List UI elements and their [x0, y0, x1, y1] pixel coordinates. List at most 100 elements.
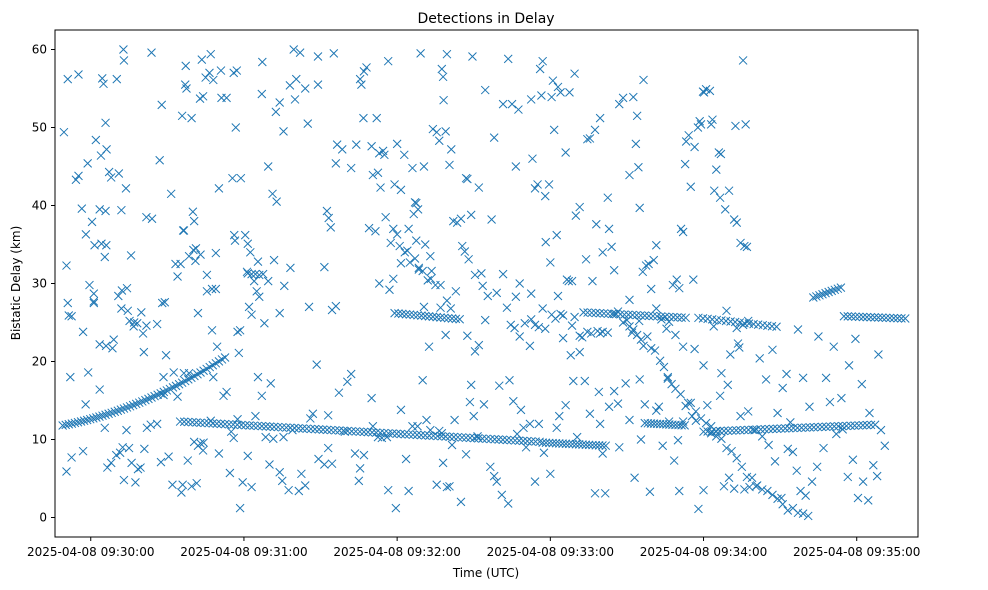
data-point	[108, 343, 117, 353]
data-point	[200, 418, 209, 428]
data-point	[526, 315, 536, 324]
data-point	[668, 280, 678, 290]
data-point	[83, 159, 93, 168]
data-point	[207, 284, 217, 294]
data-point	[312, 360, 322, 369]
data-point	[469, 411, 479, 421]
data-point	[655, 356, 665, 366]
data-point	[314, 425, 324, 434]
data-point	[785, 417, 795, 427]
data-point	[67, 311, 76, 321]
data-point	[686, 182, 696, 192]
data-point	[114, 169, 124, 178]
data-point	[669, 456, 679, 465]
data-point	[539, 448, 549, 458]
data-point	[584, 440, 594, 450]
data-point	[649, 255, 659, 265]
data-point	[720, 205, 730, 214]
data-point	[110, 407, 120, 417]
data-point	[116, 405, 126, 415]
data-point	[277, 422, 287, 432]
data-point	[862, 312, 872, 322]
data-point	[494, 435, 504, 444]
data-point	[234, 348, 244, 358]
data-point	[673, 435, 683, 445]
data-point	[288, 425, 297, 435]
data-point	[578, 440, 587, 449]
data-point	[100, 252, 110, 262]
data-point	[74, 70, 83, 79]
data-point	[449, 432, 459, 442]
data-point	[71, 175, 81, 185]
data-point	[760, 424, 770, 434]
data-point	[241, 420, 250, 430]
data-point	[483, 291, 493, 301]
data-point	[63, 298, 73, 308]
data-point	[101, 206, 110, 216]
data-point	[392, 429, 401, 439]
data-point	[833, 421, 843, 431]
data-point	[622, 315, 632, 325]
data-point	[318, 425, 328, 434]
data-point	[245, 421, 254, 430]
data-point	[329, 49, 339, 58]
data-point	[638, 267, 648, 277]
data-point	[112, 74, 122, 84]
y-tick-label: 60	[32, 43, 47, 57]
data-point	[191, 244, 201, 253]
data-point	[740, 425, 749, 435]
data-point	[247, 310, 256, 320]
data-point	[843, 312, 853, 321]
data-point	[142, 212, 151, 222]
data-point	[709, 186, 719, 196]
data-point	[515, 332, 525, 341]
data-point	[687, 411, 697, 421]
x-tick-label: 2025-04-08 09:30:00	[27, 545, 154, 559]
data-point	[600, 488, 610, 498]
data-point	[178, 226, 188, 235]
y-tick-label: 40	[32, 199, 47, 213]
data-point	[420, 311, 430, 321]
data-point	[809, 422, 819, 432]
data-point	[591, 219, 601, 229]
data-point	[413, 205, 423, 214]
data-point	[376, 183, 385, 192]
data-point	[632, 330, 642, 340]
data-point	[480, 85, 490, 95]
data-point	[607, 309, 617, 319]
data-point	[140, 444, 149, 454]
data-point	[392, 230, 402, 239]
data-point	[498, 99, 508, 109]
data-point	[182, 84, 191, 93]
data-point	[686, 398, 696, 408]
data-point	[291, 74, 301, 84]
data-point	[556, 309, 565, 319]
data-point	[391, 503, 401, 513]
data-point	[147, 48, 156, 57]
data-point	[232, 66, 242, 75]
data-point	[89, 297, 99, 306]
data-point	[575, 347, 585, 357]
data-point	[197, 55, 207, 64]
data-point	[371, 226, 380, 236]
data-point	[639, 75, 648, 85]
data-point	[184, 251, 194, 261]
data-point	[825, 422, 835, 431]
data-point	[798, 373, 808, 383]
data-point	[684, 130, 694, 140]
data-point	[709, 322, 719, 331]
data-point	[541, 237, 551, 247]
data-point	[651, 240, 661, 250]
data-point	[628, 325, 638, 334]
data-point	[441, 127, 451, 136]
data-point	[375, 428, 385, 438]
data-point	[268, 434, 278, 444]
data-point	[87, 217, 97, 227]
data-point	[188, 207, 198, 217]
data-point	[453, 432, 463, 442]
data-point	[157, 298, 167, 308]
data-point	[812, 462, 822, 472]
data-point	[284, 485, 293, 495]
data-point	[275, 467, 285, 477]
data-point	[399, 150, 409, 160]
